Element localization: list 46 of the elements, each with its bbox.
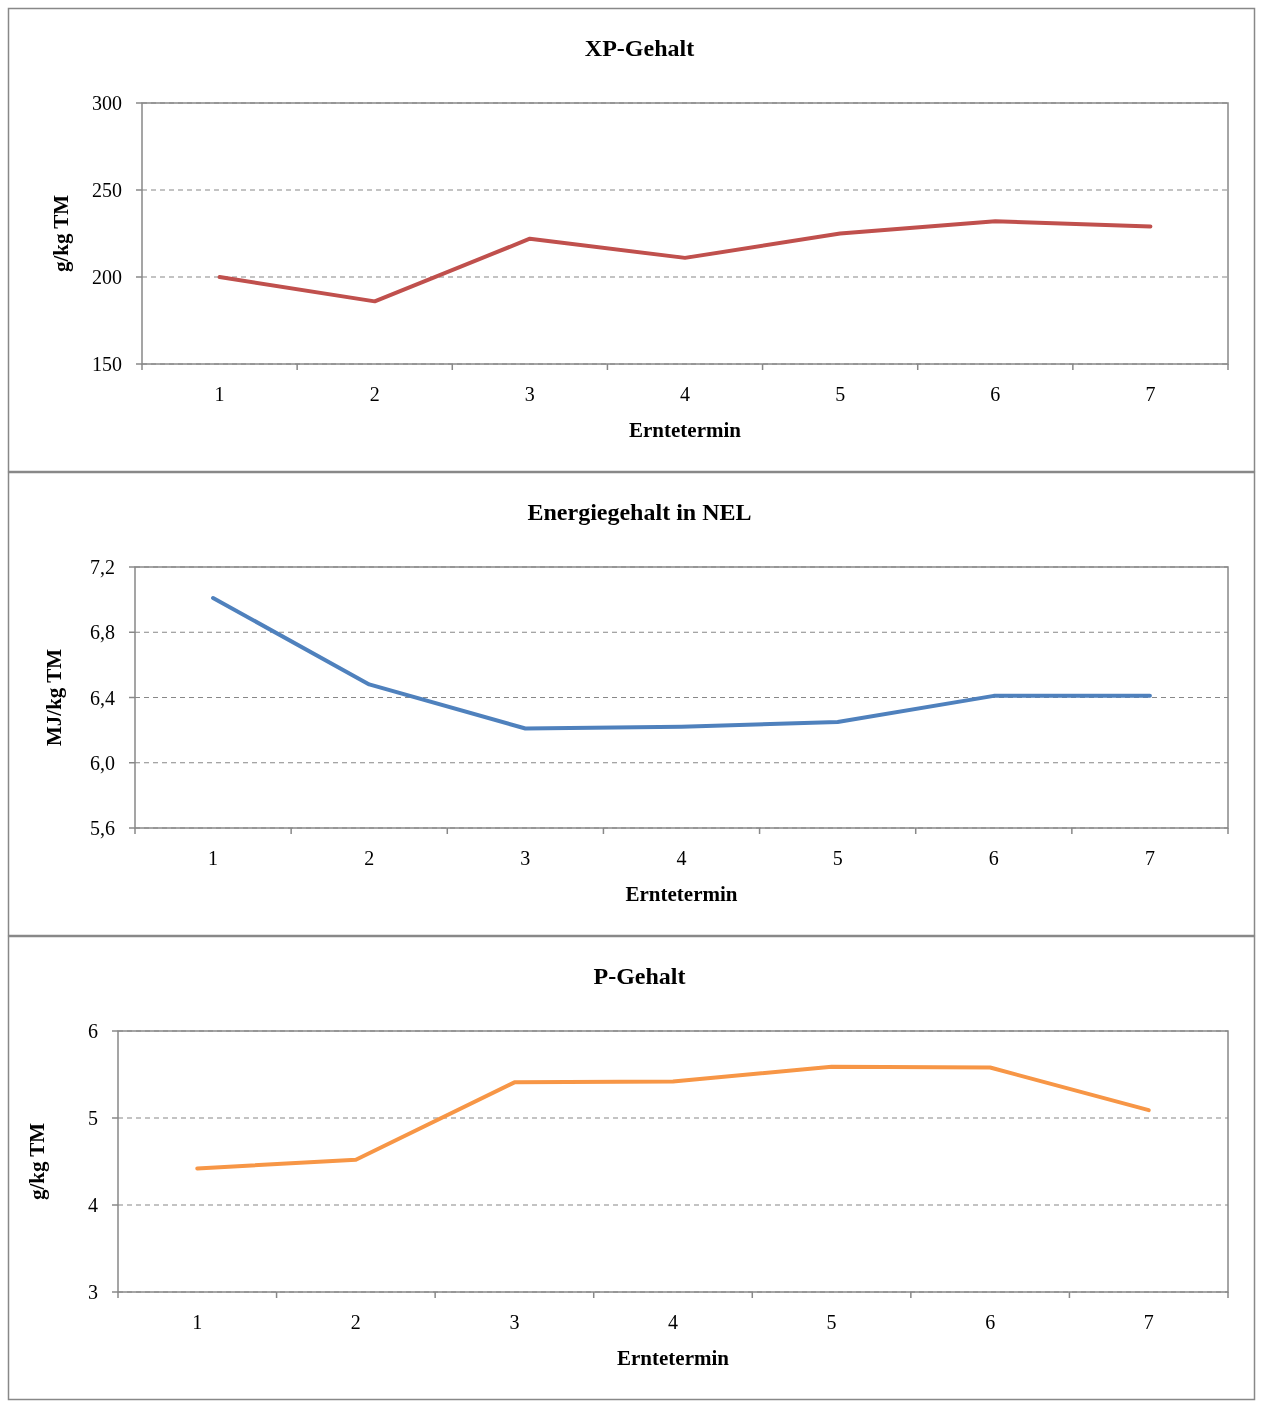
x-tick-label: 5 <box>826 1311 837 1333</box>
y-tick-label: 3 <box>88 1281 98 1303</box>
y-tick-label: 7,2 <box>90 556 115 578</box>
y-tick-label: 250 <box>92 179 122 201</box>
y-axis-title: g/kg TM <box>25 1122 49 1201</box>
y-tick-label: 5,6 <box>90 817 115 839</box>
x-tick-label: 5 <box>832 847 843 869</box>
x-tick-label: 3 <box>509 1311 520 1333</box>
chart-title: XP-Gehalt <box>584 35 695 61</box>
x-axis-title: Erntetermin <box>625 882 738 906</box>
x-tick-label: 4 <box>676 847 687 869</box>
x-axis-title: Erntetermin <box>617 1346 730 1370</box>
line-series <box>211 595 1152 731</box>
y-tick-label: 6,8 <box>90 621 115 644</box>
x-axis-title: Erntetermin <box>629 418 742 442</box>
y-axis-title: MJ/kg TM <box>42 648 66 747</box>
y-tick-label: 6,0 <box>90 751 115 774</box>
x-tick-label: 1 <box>192 1311 203 1333</box>
x-tick-label: 2 <box>364 847 375 869</box>
x-tick-label: 4 <box>680 383 690 405</box>
y-tick-label: 4 <box>88 1194 98 1216</box>
x-tick-label: 4 <box>668 1311 678 1333</box>
x-tick-label: 6 <box>985 1311 996 1333</box>
x-tick-label: 1 <box>208 847 219 869</box>
y-tick-label: 6,4 <box>90 686 115 709</box>
x-tick-label: 2 <box>350 1311 361 1333</box>
chart-title: Energiegehalt in NEL <box>527 499 752 525</box>
x-tick-label: 6 <box>988 847 999 869</box>
y-tick-label: 200 <box>92 266 122 288</box>
x-tick-label: 7 <box>1145 383 1156 405</box>
x-tick-label: 7 <box>1143 1311 1154 1333</box>
y-tick-label: 6 <box>88 1020 98 1042</box>
y-tick-label: 300 <box>92 92 122 114</box>
x-tick-label: 6 <box>990 383 1001 405</box>
y-tick-label: 5 <box>88 1107 98 1129</box>
x-tick-label: 2 <box>369 383 380 405</box>
y-axis-title: g/kg TM <box>49 194 73 273</box>
chart-title: P-Gehalt <box>593 963 686 989</box>
line-series <box>217 219 1153 304</box>
x-tick-label: 5 <box>835 383 846 405</box>
x-tick-label: 7 <box>1144 847 1155 869</box>
x-tick-label: 1 <box>214 383 225 405</box>
x-tick-label: 3 <box>524 383 535 405</box>
line-series <box>195 1064 1151 1171</box>
y-tick-label: 150 <box>92 353 122 375</box>
x-tick-label: 3 <box>520 847 531 869</box>
